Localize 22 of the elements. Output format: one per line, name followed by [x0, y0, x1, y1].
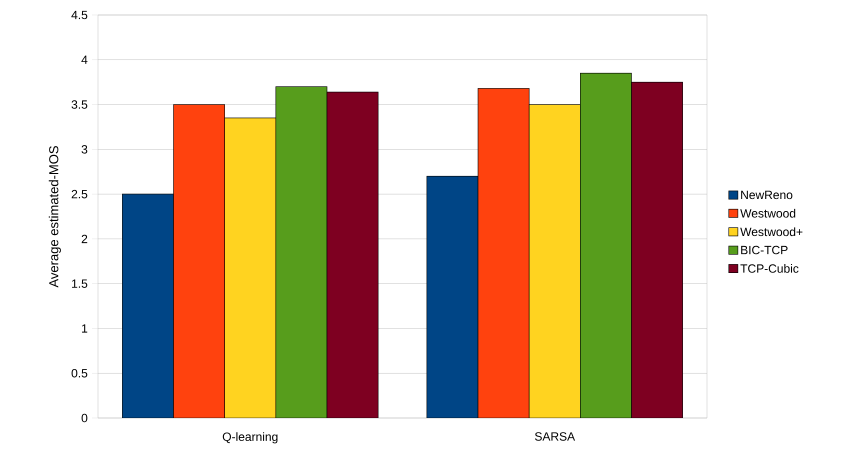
y-tick-label: 4 — [81, 56, 88, 64]
legend-label: Westwood — [740, 208, 796, 218]
y-tick-label: 3.5 — [72, 100, 88, 109]
y-tick-label: 1 — [82, 324, 88, 333]
y-tick-label: 2.5 — [72, 190, 88, 198]
legend-label: TCP-Cubic — [740, 264, 799, 273]
bar — [478, 88, 530, 418]
y-tick-label: 2 — [82, 234, 88, 244]
y-tick-label: 0 — [82, 414, 88, 422]
legend-label: BIC-TCP — [741, 246, 788, 254]
y-tick-label: 3 — [82, 145, 88, 154]
x-tick-label: Q-learning — [222, 432, 278, 444]
bar — [528, 104, 581, 418]
legend-label: NewReno — [741, 190, 792, 200]
x-tick-label: SARSA — [534, 432, 576, 441]
y-tick-label: 4.5 — [71, 10, 88, 20]
y-axis-title: Average estimated-MOS — [48, 146, 61, 288]
legend-label: Westwood+ — [740, 227, 802, 236]
y-tick-label: 0.5 — [72, 368, 88, 378]
bar — [224, 118, 276, 418]
y-tick-label: 1.5 — [72, 279, 88, 288]
bar — [173, 104, 225, 418]
